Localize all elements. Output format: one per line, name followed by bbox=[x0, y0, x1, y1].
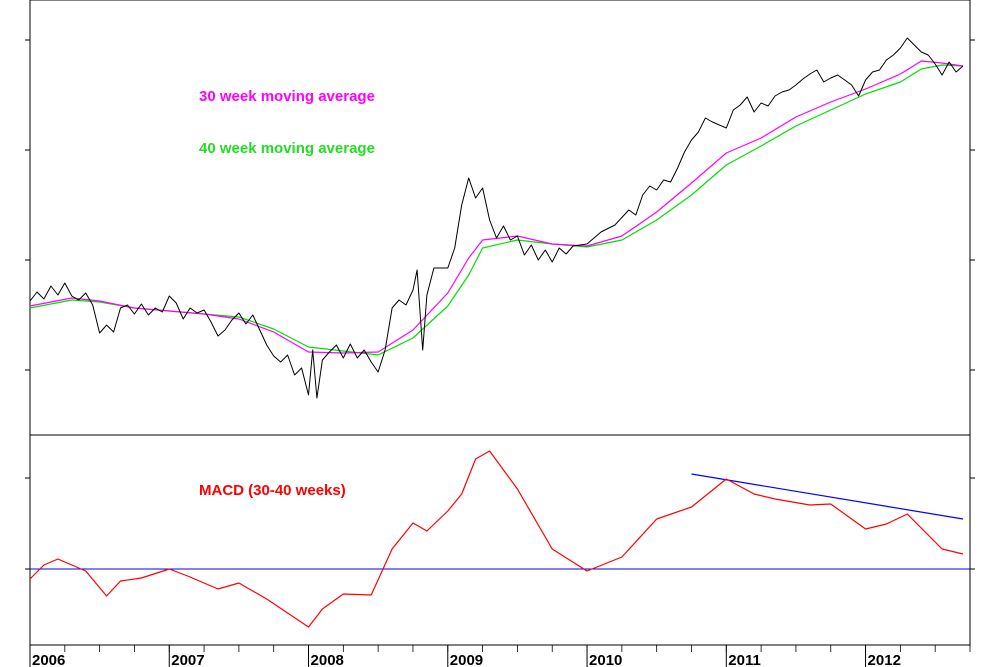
macd-panel-frame bbox=[29, 434, 971, 646]
macd-line bbox=[29, 450, 964, 628]
x-tick-label: 2010 bbox=[589, 652, 622, 667]
ma30-line bbox=[29, 60, 964, 354]
price-line bbox=[29, 37, 964, 399]
x-tick-label: 2007 bbox=[171, 652, 204, 667]
price-panel-frame bbox=[29, 0, 971, 436]
x-tick-label: 2009 bbox=[450, 652, 483, 667]
macd-lines bbox=[29, 450, 970, 628]
legend-ma40: 40 week moving average bbox=[199, 140, 375, 157]
legend-ma30: 30 week moving average bbox=[199, 88, 375, 105]
x-axis: 2006 2007 2008 2009 2010 2011 2012 bbox=[29, 645, 971, 667]
trend-line bbox=[691, 473, 964, 520]
x-tick-label: 2012 bbox=[868, 652, 901, 667]
macd-title: MACD (30-40 weeks) bbox=[199, 482, 346, 499]
x-tick-label: 2008 bbox=[311, 652, 344, 667]
x-tick-label: 2011 bbox=[728, 652, 761, 667]
price-lines bbox=[29, 37, 964, 399]
x-tick-label: 2006 bbox=[32, 652, 65, 667]
